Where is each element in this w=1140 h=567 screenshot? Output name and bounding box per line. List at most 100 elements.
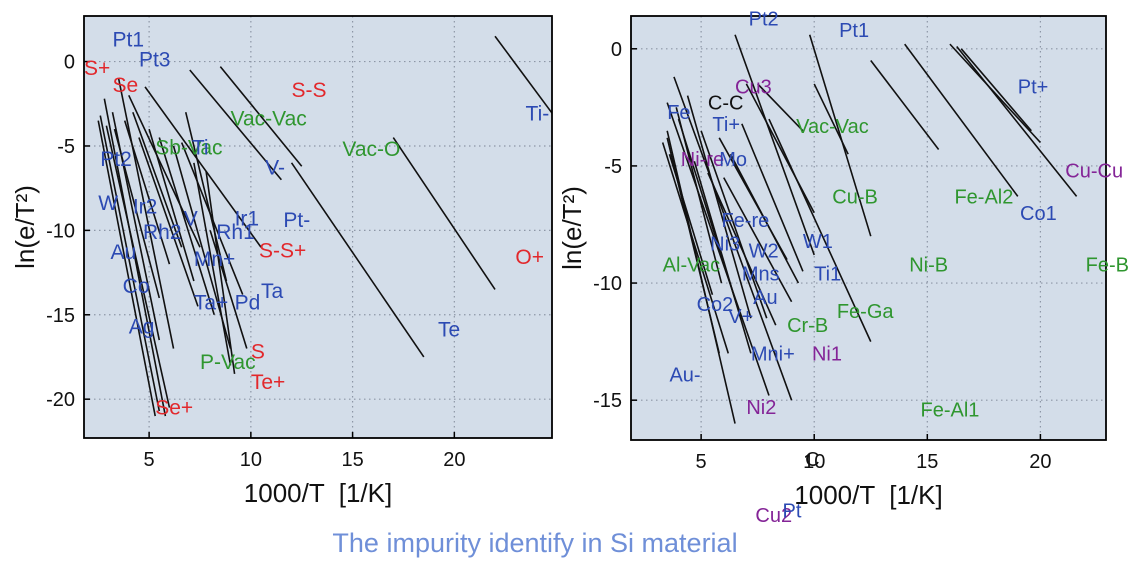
impurity-label: Cu3 (735, 76, 772, 98)
trap-line (808, 34, 872, 237)
impurity-label: Rh2 (143, 221, 182, 244)
impurity-label: S-S (292, 79, 327, 102)
impurity-label: Au- (669, 364, 700, 386)
y-tick-label: -5 (604, 156, 622, 178)
trap-line (148, 128, 195, 282)
impurity-label: Pt- (283, 209, 310, 232)
trap-line (138, 137, 199, 307)
trap-line (768, 118, 872, 342)
x-tick-label: 20 (1029, 451, 1051, 473)
plot-frame (83, 15, 553, 439)
trap-line (209, 230, 248, 349)
impurity-label: Vac-Vac (231, 108, 307, 131)
series-lines (661, 34, 1078, 424)
impurity-label: Co (123, 275, 150, 298)
impurity-label: Ir2 (133, 195, 158, 218)
trap-line (745, 83, 815, 214)
trap-line (686, 95, 752, 319)
impurity-label: Cu-Cu (1065, 161, 1123, 183)
impurity-label: Ti+ (712, 114, 740, 136)
chart-left: 5 10 15 20 0 -5 -10 -15 -20 1000/T [1/K] ln(e/T²) P… (10, 15, 553, 508)
plot-frame (630, 15, 1107, 441)
impurity-label: Mni+ (751, 343, 795, 365)
impurity-label: Ti (192, 136, 209, 159)
impurity-label: Co2 (697, 294, 734, 316)
impurity-label: Pd (235, 292, 261, 315)
impurity-label: S (251, 341, 265, 364)
x-tick-label: 10 (240, 449, 262, 471)
trap-line (870, 60, 940, 151)
y-tick-label: -15 (593, 390, 622, 412)
trap-line (956, 45, 1078, 197)
impurity-label: Pt1 (112, 28, 144, 51)
trap-line (734, 34, 815, 256)
impurity-label: Rh1 (216, 221, 255, 244)
trap-line (128, 94, 201, 248)
trap-line (132, 111, 183, 248)
trap-line (707, 172, 777, 326)
impurity-label: Ni2 (746, 397, 776, 419)
chart-right: 5 10 15 20 0 -5 -10 -15 1000/T [1/K] ln(e/T²) Pt2 P… (557, 8, 1129, 527)
impurity-label: Sb-Vac (155, 136, 222, 159)
impurity-label: Mns (742, 264, 780, 286)
impurity-label: Pt1 (839, 20, 869, 42)
impurity-label: Pt2 (100, 148, 132, 171)
impurity-label: Cu2 (755, 505, 792, 527)
impurity-label: C (805, 449, 819, 471)
trap-line (904, 43, 1019, 197)
impurity-label: Se+ (155, 396, 193, 419)
trap-line (666, 102, 770, 396)
impurity-label: Fe-B (1086, 254, 1129, 276)
impurity-label: Se (112, 74, 138, 97)
impurity-label: Ni-B (909, 254, 948, 276)
impurity-label: Vac-Vac (796, 116, 869, 138)
trap-line (189, 69, 282, 181)
trap-line (494, 35, 552, 115)
impurity-label: P-Vac (200, 351, 256, 374)
impurity-label: Fe-Al2 (954, 186, 1013, 208)
y-tick-label: -5 (57, 136, 75, 158)
impurity-label: Cr-B (787, 315, 828, 337)
impurity-label: Fe-re (721, 210, 769, 232)
impurity-label: Ti1 (814, 264, 841, 286)
trap-line (97, 120, 157, 417)
impurity-label: V+ (728, 306, 753, 328)
impurity-label: Co1 (1020, 203, 1057, 225)
impurity-label: Pt3 (139, 49, 171, 72)
impurity-label: Mn+ (194, 248, 235, 271)
trap-line (723, 177, 793, 303)
trap-line (193, 162, 232, 366)
x-tick-label: 5 (696, 451, 707, 473)
trap-line (673, 76, 793, 401)
impurity-label: Cu-B (832, 186, 878, 208)
impurity-label: Te (438, 319, 460, 342)
trap-line (813, 83, 849, 155)
trap-line (729, 153, 800, 284)
impurity-label: Ni1 (812, 343, 842, 365)
y-tick-label: 0 (611, 39, 622, 61)
x-tick-label: 20 (443, 449, 465, 471)
impurity-label: Au (753, 287, 777, 309)
impurity-label: Ni3 (710, 233, 740, 255)
x-tick-label: 10 (803, 451, 825, 473)
impurity-label: Pt+ (1018, 76, 1049, 98)
trap-line (741, 123, 804, 272)
trap-line (113, 128, 161, 299)
trap-line (123, 120, 171, 265)
impurity-label: C-C (708, 93, 744, 115)
impurity-label: Mo (719, 149, 747, 171)
x-tick-label: 5 (144, 449, 155, 471)
trap-line (144, 86, 262, 248)
y-axis-title: ln(e/T²) (557, 186, 587, 270)
impurity-label: Pt2 (749, 8, 779, 30)
impurity-label: O+ (515, 246, 544, 269)
impurity-label: Au (110, 241, 136, 264)
trap-line (117, 78, 175, 349)
impurity-label: W2 (749, 240, 779, 262)
trap-line (105, 125, 171, 408)
plot-area (84, 16, 552, 438)
trap-line (960, 48, 1032, 132)
trap-line (184, 112, 228, 282)
trap-line (219, 66, 303, 167)
impurity-label: Ir1 (235, 207, 260, 230)
